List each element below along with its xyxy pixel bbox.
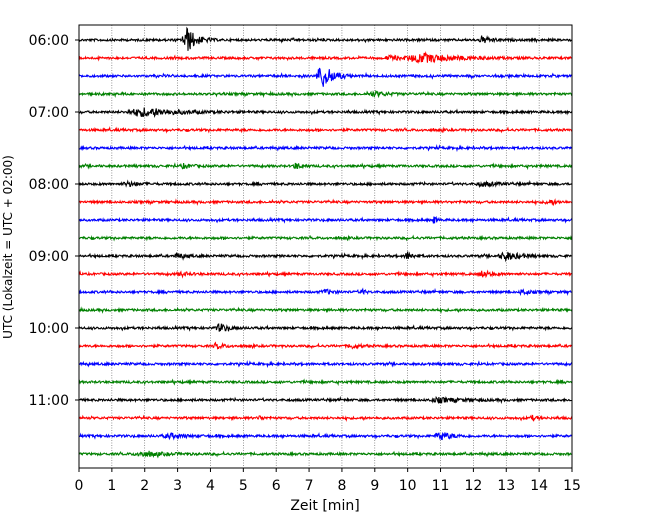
- x-tick-label: 1: [107, 478, 116, 494]
- y-axis-ticks: 06:00 07:00 08:00 09:00 10:00 11:00: [29, 33, 79, 409]
- x-tick-label: 7: [305, 478, 314, 494]
- x-tick-label: 14: [530, 478, 548, 494]
- x-tick-label: 6: [272, 478, 281, 494]
- x-tick-label: 10: [399, 478, 417, 494]
- x-tick-label: 3: [173, 478, 182, 494]
- trace-0800: [78, 179, 573, 189]
- x-axis-label: Zeit [min]: [290, 498, 359, 514]
- trace-0615: [78, 51, 573, 65]
- x-tick-label: 15: [563, 478, 581, 494]
- y-tick-label: 07:00: [29, 105, 69, 121]
- x-tick-label: 13: [497, 478, 515, 494]
- trace-0715: [78, 126, 573, 134]
- x-tick-label: 4: [206, 478, 215, 494]
- y-tick-label: 06:00: [29, 33, 69, 49]
- trace-1130: [78, 432, 573, 441]
- trace-0945: [78, 306, 573, 314]
- x-tick-label: 8: [337, 478, 346, 494]
- y-axis-label: UTC (Lokalzeit = UTC + 02:00): [1, 155, 15, 339]
- trace-1015: [78, 341, 573, 350]
- trace-0600: [78, 26, 573, 51]
- y-tick-label: 10:00: [29, 321, 69, 337]
- trace-0645: [78, 89, 573, 99]
- x-tick-label: 12: [464, 478, 482, 494]
- trace-1000: [78, 323, 573, 332]
- y-tick-label: 09:00: [29, 249, 69, 265]
- y-tick-label: 11:00: [29, 393, 69, 409]
- seismogram-traces: [78, 26, 573, 459]
- trace-0930: [78, 287, 573, 297]
- x-tick-label: 2: [140, 478, 149, 494]
- trace-0745: [78, 162, 573, 171]
- trace-0730: [78, 144, 573, 153]
- plot-frame: [78, 24, 573, 469]
- x-tick-label: 11: [432, 478, 450, 494]
- trace-1100: [78, 395, 573, 405]
- x-axis-ticks: 0 1 2 3 4 5 6 7 8 9 10 11 12 13 14 15: [75, 468, 581, 494]
- trace-0630: [78, 67, 573, 87]
- x-tick-label: 0: [75, 478, 84, 494]
- y-tick-label: 08:00: [29, 177, 69, 193]
- trace-1115: [78, 414, 573, 423]
- x-tick-label: 5: [239, 478, 248, 494]
- trace-0815: [78, 198, 573, 207]
- trace-1145: [78, 450, 573, 459]
- trace-0900: [78, 251, 573, 263]
- x-tick-label: 9: [370, 478, 379, 494]
- plot-area: [79, 25, 572, 468]
- trace-0915: [78, 269, 573, 279]
- trace-0830: [78, 215, 573, 224]
- trace-1030: [78, 360, 573, 369]
- trace-0700: [78, 107, 573, 118]
- trace-0845: [78, 234, 573, 242]
- trace-1045: [78, 378, 573, 387]
